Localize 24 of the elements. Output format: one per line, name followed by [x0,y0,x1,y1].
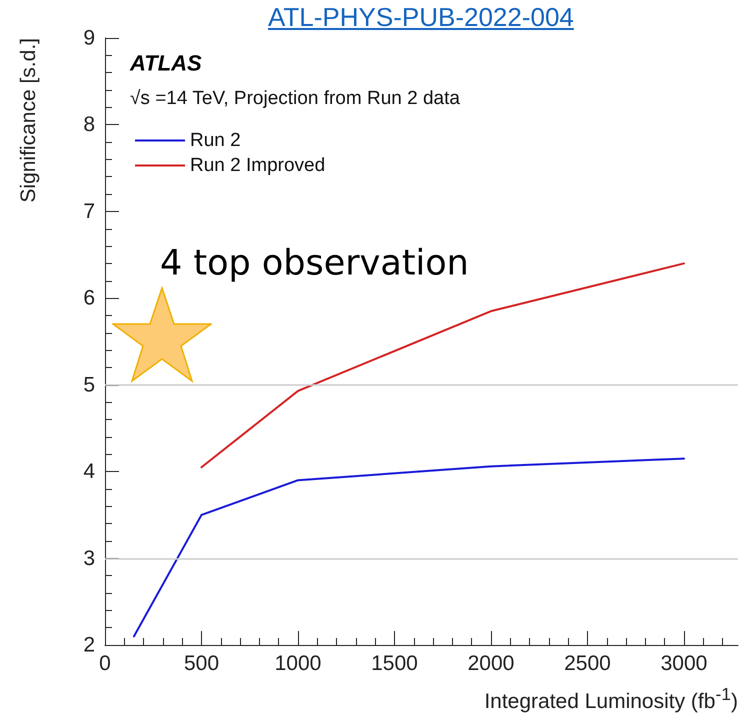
y-tick-label: 7 [83,200,95,223]
x-tick-label: 1500 [371,652,418,675]
x-tick-label: 500 [184,652,220,675]
text: ATL-PHYS-PUB-2022-004 [268,2,574,33]
legend-label: Run 2 [190,130,241,151]
annotation: 4 top observation [160,244,469,284]
x-tick-label: 2000 [468,652,514,675]
annotation: ATLAS [129,50,202,76]
x-axis-title: Integrated Luminosity (fb$^{-1}$) [484,684,738,714]
x-tick-label: 0 [99,652,111,675]
annotation: √s =14 TeV, Projection from Run 2 data [130,88,460,109]
legend-label: Run 2 Improved [190,155,326,176]
y-tick-label: 8 [83,113,95,136]
y-tick-label: 3 [83,546,95,570]
y-tick-label: 9 [83,26,95,50]
y-tick-label: 2 [83,634,95,656]
y-tick-label: 5 [83,373,95,396]
y-tick-label: 4 [83,460,96,484]
line-series [132,458,685,638]
y-tick-label: 6 [83,286,95,310]
x-tick-label: 1000 [274,652,322,675]
x-tick-label: 2500 [564,652,611,675]
y-axis-title: Significance [s.d.] [17,38,40,203]
x-tick-label: 3000 [660,652,708,675]
